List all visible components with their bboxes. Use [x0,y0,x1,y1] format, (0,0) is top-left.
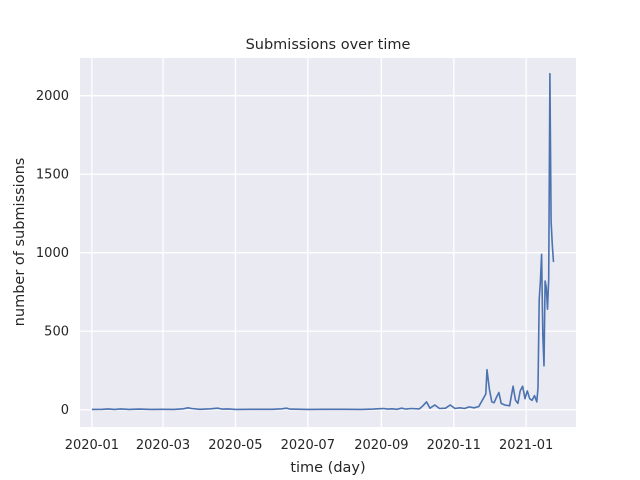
x-tick-label: 2020-05 [208,438,262,453]
y-tick-labels: 0 500 1000 1500 2000 [36,89,69,418]
plot-area [80,58,576,427]
x-axis-label: time (day) [290,460,365,476]
x-tick-label: 2020-01 [65,438,119,453]
y-axis-label: number of submissions [12,158,28,327]
y-tick-label: 1500 [36,168,69,183]
chart-title: Submissions over time [246,37,411,53]
y-tick-label: 2000 [36,89,69,104]
y-tick-label: 1000 [36,246,69,261]
series-line [91,72,555,411]
x-tick-labels: 2020-01 2020-03 2020-05 2020-07 2020-09 2020-… [65,438,554,453]
y-tick-label: 0 [61,403,69,418]
x-gridlines [91,58,527,427]
x-tick-label: 2020-09 [354,438,408,453]
x-tick-label: 2020-03 [136,438,190,453]
x-tick-label: 2020-11 [427,438,481,453]
x-tick-label: 2021-01 [499,438,553,453]
y-tick-label: 500 [44,325,69,340]
x-tick-label: 2020-07 [281,438,335,453]
